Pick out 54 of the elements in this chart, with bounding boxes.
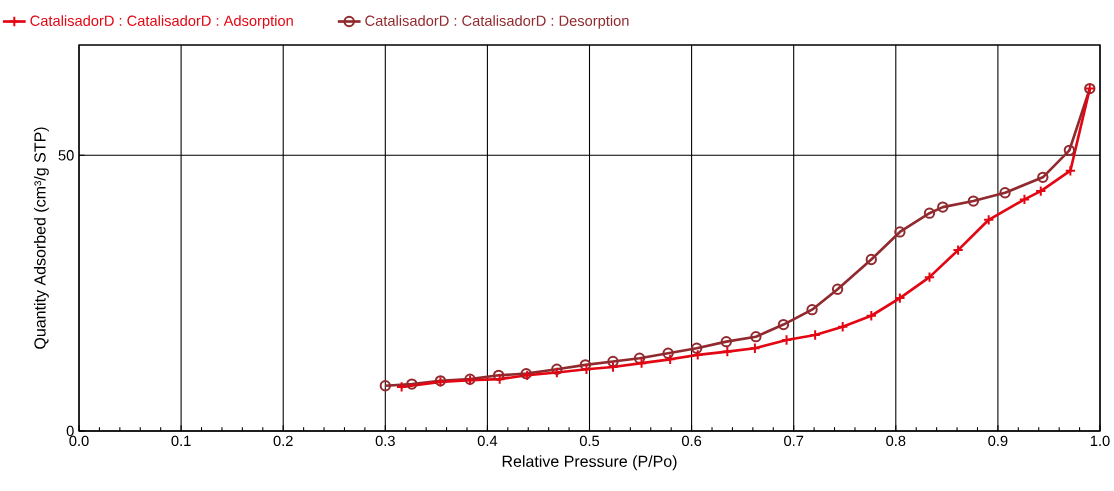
point: [999, 187, 1011, 199]
point: [662, 347, 674, 359]
point: [607, 361, 619, 373]
x-tick-label: 0.4: [477, 435, 498, 447]
point: [777, 318, 790, 331]
point: [1035, 185, 1047, 197]
y-tick-label: 0: [66, 425, 74, 437]
x-tick-label: 0.6: [681, 435, 702, 447]
point: [780, 334, 793, 346]
point: [664, 353, 676, 365]
point: [937, 201, 949, 213]
point: [837, 321, 849, 333]
point: [1064, 165, 1077, 177]
point: [831, 283, 844, 295]
point: [749, 342, 761, 354]
x-tick-label: 0.8: [886, 435, 906, 447]
point: [923, 207, 936, 219]
x-tick-label: 0.5: [579, 435, 600, 447]
point: [865, 253, 877, 266]
x-tick-label: 0.1: [171, 435, 191, 447]
point: [395, 381, 408, 393]
point: [952, 244, 964, 256]
point: [967, 195, 980, 207]
point: [580, 363, 593, 375]
point: [551, 363, 563, 375]
point: [720, 335, 732, 348]
point: [894, 292, 906, 304]
x-axis-title: Relative Pressure (P/Po): [502, 455, 677, 471]
point: [579, 359, 592, 371]
x-tick-label: 0.7: [784, 435, 804, 447]
point: [923, 271, 936, 283]
point: [894, 226, 906, 238]
point: [1037, 171, 1049, 183]
point: [691, 342, 703, 354]
point: [379, 380, 391, 392]
x-tick-label: 0.0: [69, 435, 89, 447]
x-tick-label: 1.0: [1090, 435, 1110, 447]
y-tick-label: 50: [58, 150, 74, 161]
point: [633, 352, 646, 364]
point: [551, 366, 563, 379]
point: [865, 310, 877, 322]
y-axis-title: Quantity Adsorbed (cm³/g STP): [33, 127, 49, 349]
point: [1063, 144, 1076, 156]
x-tick-label: 0.9: [988, 435, 1008, 447]
point: [492, 369, 505, 381]
point: [983, 214, 995, 226]
legend-label: CatalisadorD : CatalisadorD : Adsorption: [30, 15, 293, 29]
point: [809, 329, 821, 341]
point: [406, 378, 418, 390]
point: [750, 331, 762, 343]
x-tick-label: 0.3: [375, 435, 395, 447]
point: [806, 304, 818, 316]
legend-label: CatalisadorD : CatalisadorD : Desorption: [365, 15, 629, 29]
x-tick-label: 0.2: [273, 435, 293, 447]
